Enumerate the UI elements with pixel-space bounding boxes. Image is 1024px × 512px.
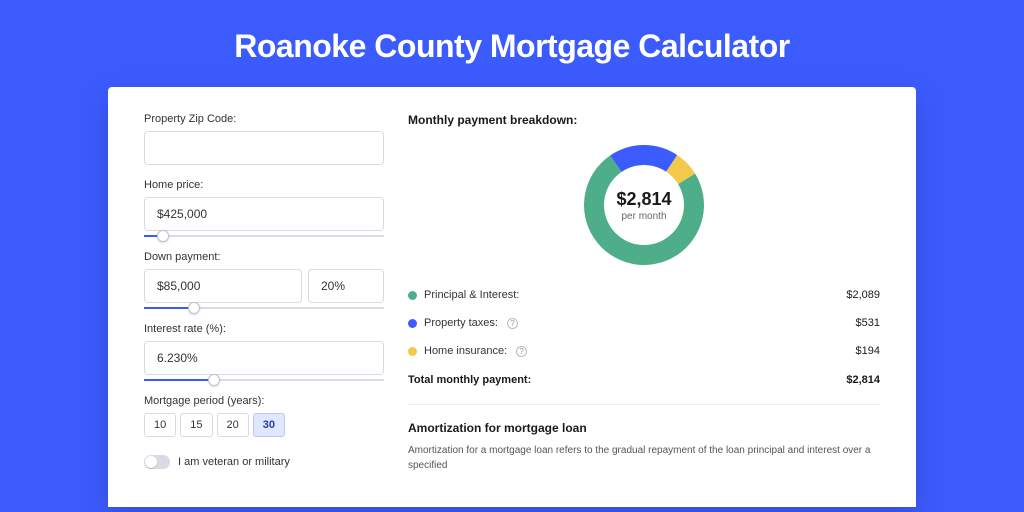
home-price-block: Home price: (144, 179, 384, 237)
period-options: 10152030 (144, 413, 384, 437)
veteran-toggle[interactable] (144, 455, 170, 469)
down-payment-block: Down payment: (144, 251, 384, 309)
donut-center: $2,814 per month (582, 143, 706, 267)
slider-fill (144, 379, 214, 381)
legend-value: $2,089 (846, 289, 880, 301)
legend-dot-icon (408, 347, 417, 356)
zip-label: Property Zip Code: (144, 113, 384, 125)
veteran-label: I am veteran or military (178, 456, 290, 468)
down-payment-label: Down payment: (144, 251, 384, 263)
amortization-text: Amortization for a mortgage loan refers … (408, 443, 880, 473)
legend-value: $194 (856, 345, 880, 357)
home-price-slider[interactable] (144, 235, 384, 237)
page-title: Roanoke County Mortgage Calculator (0, 0, 1024, 87)
toggle-knob (145, 456, 157, 468)
mortgage-period-block: Mortgage period (years): 10152030 (144, 395, 384, 437)
period-option-30[interactable]: 30 (253, 413, 285, 437)
down-payment-pct-input[interactable] (308, 269, 384, 303)
legend-label: Principal & Interest: (424, 289, 519, 301)
slider-fill (144, 307, 194, 309)
inputs-column: Property Zip Code: Home price: Down paym… (144, 113, 384, 507)
legend-dot-icon (408, 291, 417, 300)
amortization-title: Amortization for mortgage loan (408, 421, 880, 435)
legend-value: $531 (856, 317, 880, 329)
slider-thumb[interactable] (157, 230, 169, 242)
interest-rate-slider[interactable] (144, 379, 384, 381)
interest-rate-label: Interest rate (%): (144, 323, 384, 335)
legend: Principal & Interest: $2,089 Property taxe… (408, 281, 880, 365)
interest-rate-input[interactable] (144, 341, 384, 375)
info-icon[interactable]: ? (516, 346, 527, 357)
info-icon[interactable]: ? (507, 318, 518, 329)
divider (408, 404, 880, 405)
donut-amount: $2,814 (616, 189, 671, 210)
legend-dot-icon (408, 319, 417, 328)
down-payment-input[interactable] (144, 269, 302, 303)
total-value: $2,814 (846, 374, 880, 386)
calculator-card: Property Zip Code: Home price: Down paym… (108, 87, 916, 507)
zip-input[interactable] (144, 131, 384, 165)
total-label: Total monthly payment: (408, 374, 531, 386)
donut-wrap: $2,814 per month (408, 139, 880, 281)
interest-rate-block: Interest rate (%): (144, 323, 384, 381)
period-option-10[interactable]: 10 (144, 413, 176, 437)
legend-row-1: Property taxes:? $531 (408, 309, 880, 337)
legend-row-0: Principal & Interest: $2,089 (408, 281, 880, 309)
zip-field-block: Property Zip Code: (144, 113, 384, 165)
donut-sub: per month (621, 211, 666, 222)
breakdown-title: Monthly payment breakdown: (408, 113, 880, 127)
total-row: Total monthly payment: $2,814 (408, 365, 880, 400)
slider-thumb[interactable] (188, 302, 200, 314)
breakdown-column: Monthly payment breakdown: $2,814 per mo… (408, 113, 880, 507)
veteran-row: I am veteran or military (144, 455, 384, 469)
period-option-15[interactable]: 15 (180, 413, 212, 437)
down-payment-slider[interactable] (144, 307, 384, 309)
mortgage-period-label: Mortgage period (years): (144, 395, 384, 407)
home-price-input[interactable] (144, 197, 384, 231)
slider-thumb[interactable] (208, 374, 220, 386)
legend-label: Property taxes: (424, 317, 498, 329)
legend-label: Home insurance: (424, 345, 507, 357)
home-price-label: Home price: (144, 179, 384, 191)
period-option-20[interactable]: 20 (217, 413, 249, 437)
payment-donut-chart: $2,814 per month (582, 143, 706, 267)
legend-row-2: Home insurance:? $194 (408, 337, 880, 365)
